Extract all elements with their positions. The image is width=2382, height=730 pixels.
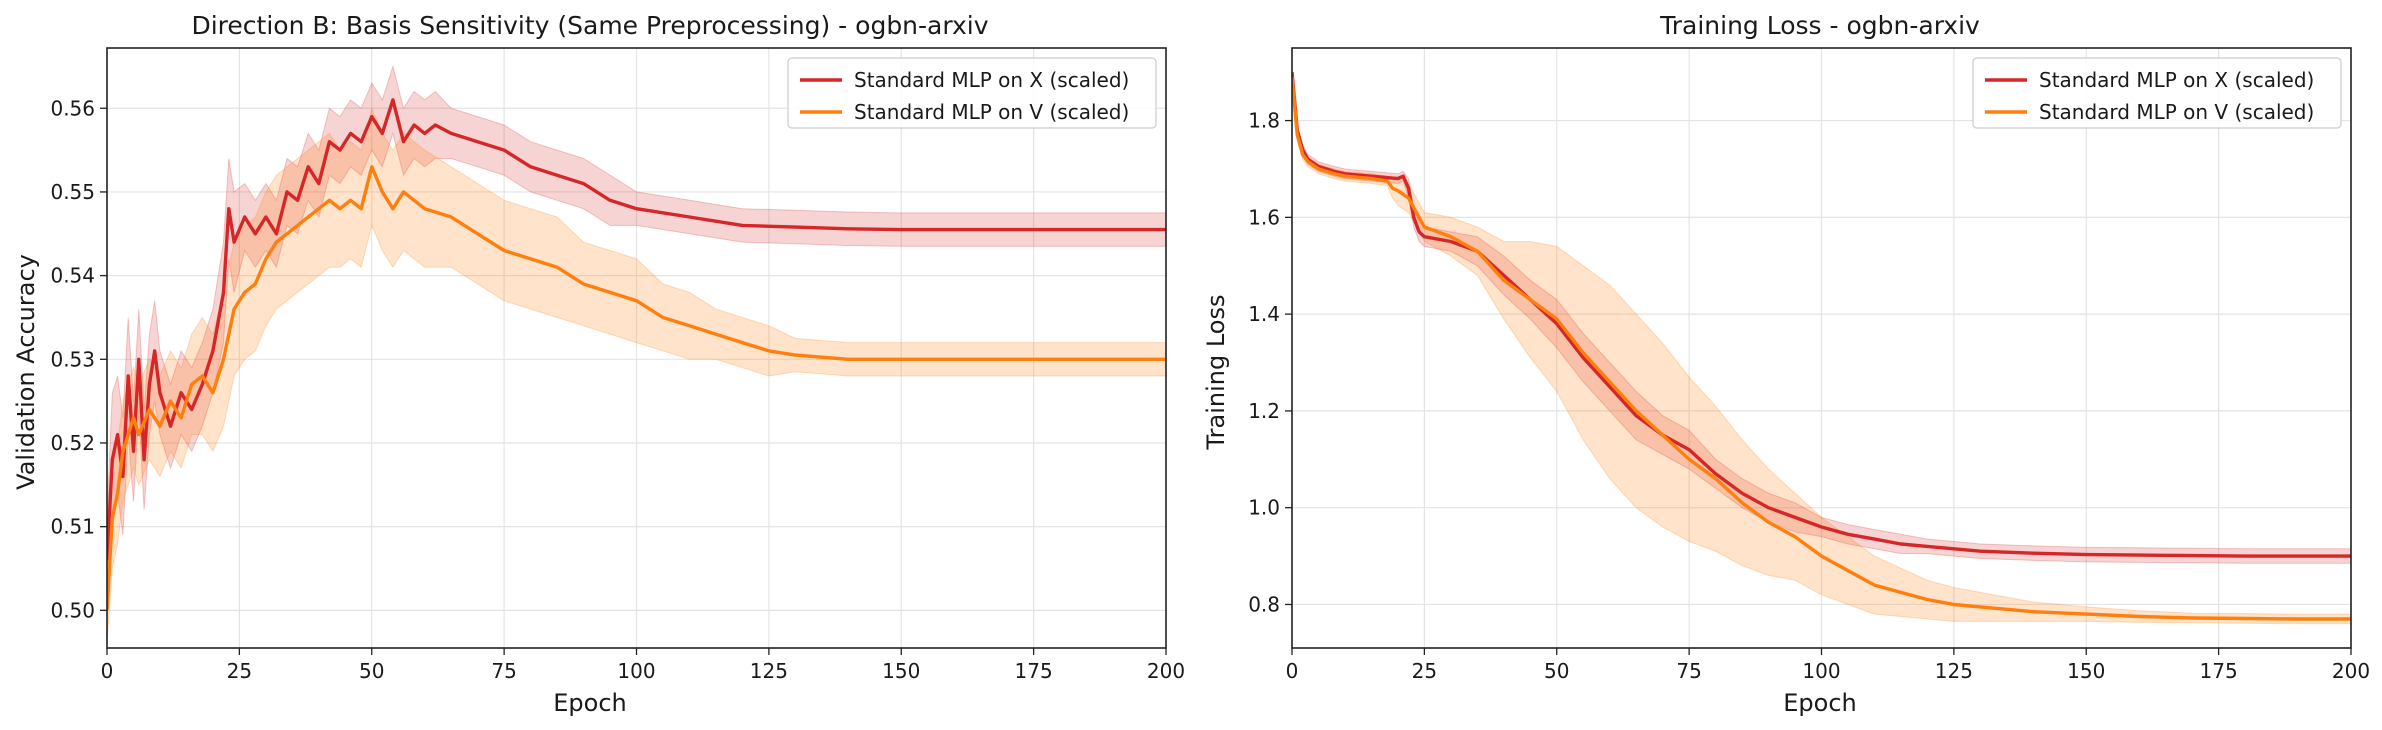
legend-label: Standard MLP on V (scaled) <box>854 100 1129 124</box>
y-tick-label: 0.53 <box>50 347 95 371</box>
series-band <box>107 106 1166 644</box>
x-tick-label: 75 <box>491 659 516 683</box>
plot-area <box>1292 67 2351 625</box>
x-tick-label: 125 <box>1935 659 1973 683</box>
y-tick-label: 1.6 <box>1248 205 1280 229</box>
y-tick-label: 1.0 <box>1248 496 1280 520</box>
legend: Standard MLP on X (scaled) Standard MLP o… <box>787 57 1157 129</box>
series-line <box>107 165 1166 611</box>
x-tick-label: 100 <box>617 659 655 683</box>
plot-frame <box>106 47 1167 649</box>
y-tick-label: 1.8 <box>1248 109 1280 133</box>
series-band <box>1292 72 2351 625</box>
validation-accuracy-chart: Direction B: Basis Sensitivity (Same Pre… <box>12 11 1185 717</box>
chart-title: Training Loss - ogbn-arxiv <box>1659 11 1980 40</box>
x-axis-label: Epoch <box>553 689 627 717</box>
series-line <box>1292 76 2351 621</box>
legend-box <box>787 57 1157 129</box>
x-tick-label: 25 <box>1412 659 1437 683</box>
y-axis-label: Validation Accuracy <box>12 254 40 490</box>
legend-label: Standard MLP on X (scaled) <box>854 68 1129 92</box>
x-tick-label: 200 <box>2332 659 2370 683</box>
x-tick-label: 0 <box>101 659 114 683</box>
x-tick-label: 100 <box>1802 659 1840 683</box>
x-tick-label: 150 <box>882 659 920 683</box>
y-tick-label: 0.51 <box>50 515 95 539</box>
y-tick-label: 0.54 <box>50 264 95 288</box>
x-tick-label: 200 <box>1147 659 1185 683</box>
series-line <box>1292 72 2351 558</box>
y-tick-label: 0.52 <box>50 431 95 455</box>
y-tick-label: 0.50 <box>50 598 95 622</box>
x-axis-label: Epoch <box>1783 689 1857 717</box>
series-line <box>107 98 1166 561</box>
y-tick-label: 0.8 <box>1248 592 1280 616</box>
y-tick-label: 1.2 <box>1248 399 1280 423</box>
x-tick-label: 50 <box>359 659 384 683</box>
y-tick-label: 0.56 <box>50 96 95 120</box>
plot-frame <box>1291 47 2352 649</box>
legend-box <box>1972 57 2342 129</box>
chart-title: Direction B: Basis Sensitivity (Same Pre… <box>191 11 988 40</box>
legend-label: Standard MLP on V (scaled) <box>2039 100 2314 124</box>
x-tick-label: 75 <box>1676 659 1701 683</box>
x-tick-label: 50 <box>1544 659 1569 683</box>
x-tick-label: 125 <box>750 659 788 683</box>
x-tick-label: 175 <box>2200 659 2238 683</box>
y-tick-label: 0.55 <box>50 180 95 204</box>
plot-area <box>107 64 1166 644</box>
training-loss-chart: Training Loss - ogbn-arxiv Epoch Trainin… <box>1202 11 2370 717</box>
x-tick-label: 150 <box>2067 659 2105 683</box>
x-tick-label: 175 <box>1015 659 1053 683</box>
series-band <box>107 64 1166 603</box>
series-band <box>1292 67 2351 564</box>
x-tick-label: 0 <box>1286 659 1299 683</box>
legend-label: Standard MLP on X (scaled) <box>2039 68 2314 92</box>
y-axis-label: Training Loss <box>1202 295 1230 451</box>
y-tick-label: 1.4 <box>1248 302 1280 326</box>
x-tick-label: 25 <box>227 659 252 683</box>
legend: Standard MLP on X (scaled) Standard MLP o… <box>1972 57 2342 129</box>
